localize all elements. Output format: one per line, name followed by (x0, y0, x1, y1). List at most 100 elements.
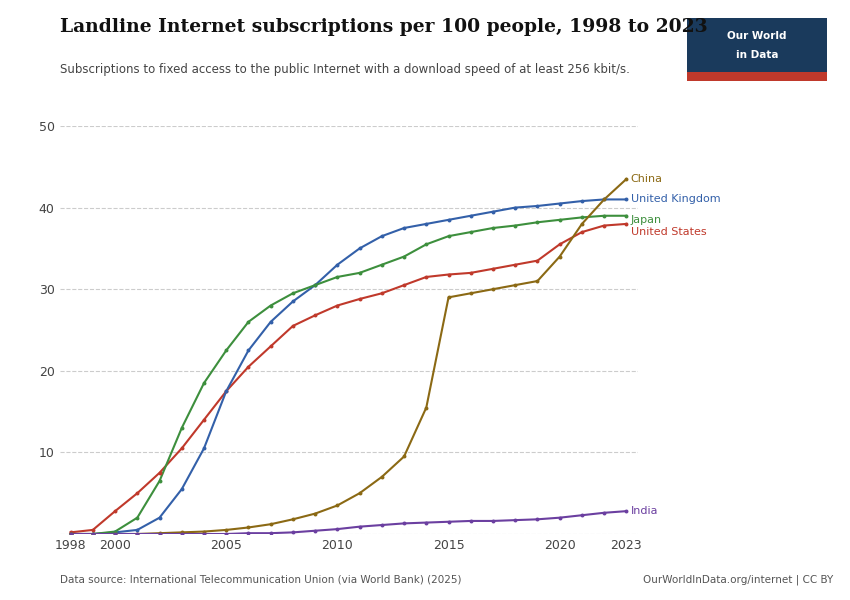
Point (620, 506, 633, 516)
Point (420, 272, 434, 282)
Point (241, 362, 255, 371)
Point (508, 203, 522, 212)
Text: United States: United States (631, 227, 706, 237)
Point (552, 252, 566, 262)
Point (64, 527, 77, 537)
Point (353, 244, 366, 253)
Point (175, 527, 189, 537)
Point (397, 252, 411, 262)
Point (286, 289, 300, 298)
Point (486, 284, 500, 294)
Point (375, 520, 388, 530)
Point (219, 346, 233, 355)
Point (153, 529, 167, 539)
Point (598, 508, 611, 518)
Point (552, 215, 566, 224)
Point (331, 272, 344, 282)
Point (598, 211, 611, 221)
Point (420, 239, 434, 249)
Text: OurWorldInData.org/internet | CC BY: OurWorldInData.org/internet | CC BY (643, 575, 833, 585)
Point (219, 386, 233, 396)
FancyBboxPatch shape (687, 18, 827, 81)
Point (131, 525, 145, 535)
Point (464, 211, 478, 221)
Point (575, 212, 589, 222)
Point (86, 529, 99, 539)
Point (64, 529, 77, 539)
Point (86, 529, 99, 539)
Point (264, 529, 277, 538)
Point (508, 221, 522, 230)
Point (241, 346, 255, 355)
Point (552, 513, 566, 523)
Point (375, 472, 388, 482)
Point (486, 264, 500, 274)
Point (486, 223, 500, 233)
Bar (687, 71, 827, 81)
Point (175, 484, 189, 494)
Point (464, 516, 478, 526)
Point (530, 201, 544, 211)
Text: China: China (631, 174, 663, 184)
Point (530, 217, 544, 227)
Text: Subscriptions to fixed access to the public Internet with a download speed of at: Subscriptions to fixed access to the pub… (60, 63, 629, 76)
Point (575, 227, 589, 237)
Point (486, 207, 500, 217)
Point (219, 386, 233, 396)
Point (575, 196, 589, 206)
Point (86, 529, 99, 539)
Point (64, 529, 77, 539)
Point (131, 529, 145, 539)
Text: Our World: Our World (728, 31, 787, 41)
Point (508, 280, 522, 290)
Point (508, 260, 522, 269)
Point (286, 527, 300, 537)
Point (598, 221, 611, 230)
Point (353, 488, 366, 498)
Point (131, 529, 145, 539)
Point (331, 301, 344, 310)
Point (241, 317, 255, 326)
Point (175, 529, 189, 539)
Point (108, 527, 122, 536)
Point (552, 239, 566, 249)
Point (153, 513, 167, 523)
Point (286, 321, 300, 331)
Point (197, 378, 211, 388)
Point (241, 529, 255, 538)
Point (420, 518, 434, 527)
Point (397, 452, 411, 461)
Point (86, 529, 99, 539)
Point (442, 270, 456, 280)
Point (464, 268, 478, 278)
Point (219, 525, 233, 535)
Point (353, 268, 366, 278)
Point (197, 527, 211, 536)
Point (131, 513, 145, 523)
Text: Data source: International Telecommunication Union (via World Bank) (2025): Data source: International Telecommunica… (60, 575, 461, 585)
Point (309, 280, 322, 290)
Point (108, 529, 122, 539)
Point (375, 232, 388, 241)
Point (464, 227, 478, 237)
Point (620, 174, 633, 184)
Point (286, 296, 300, 306)
Point (375, 260, 388, 269)
Point (530, 256, 544, 265)
Point (331, 524, 344, 534)
Text: India: India (631, 506, 659, 516)
Point (442, 232, 456, 241)
Point (264, 341, 277, 351)
Point (309, 280, 322, 290)
Point (620, 211, 633, 221)
Point (309, 311, 322, 320)
Point (219, 529, 233, 539)
Point (420, 219, 434, 229)
Text: United Kingdom: United Kingdom (631, 194, 721, 205)
Point (375, 289, 388, 298)
Text: in Data: in Data (736, 50, 779, 59)
Point (86, 525, 99, 535)
Point (64, 529, 77, 539)
Point (331, 260, 344, 269)
Point (598, 194, 611, 204)
